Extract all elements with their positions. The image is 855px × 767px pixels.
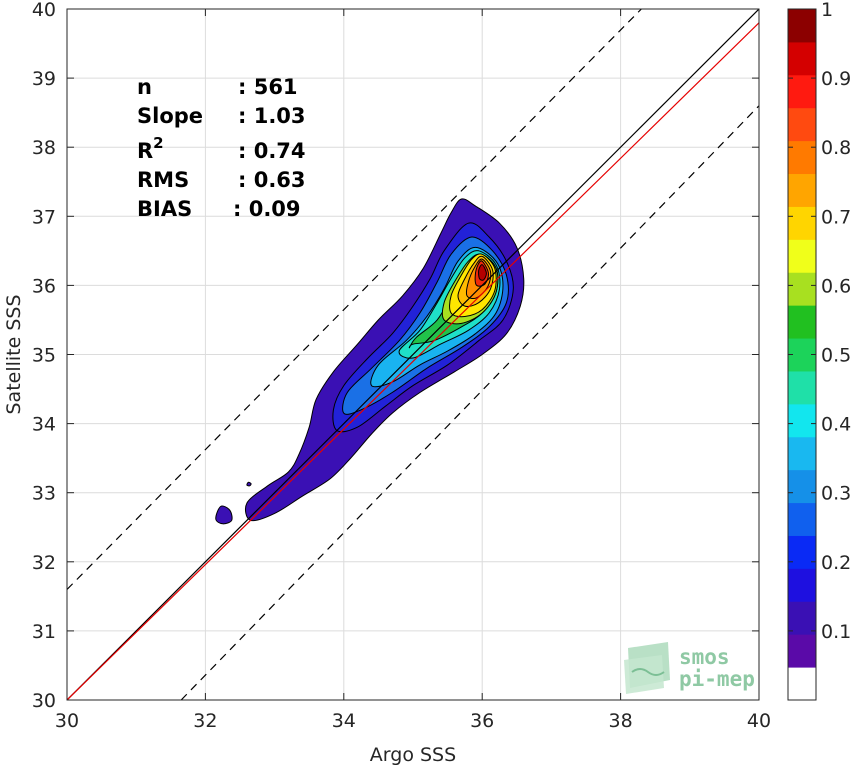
y-tick-label: 38 xyxy=(32,137,56,159)
colorbar-band xyxy=(788,667,816,701)
stat-value-bias: : 0.09 xyxy=(233,197,301,221)
x-tick-label: 34 xyxy=(332,710,356,732)
colorbar-band xyxy=(788,74,816,109)
colorbar-tick-label: 1 xyxy=(821,0,833,21)
colorbar-tick-label: 0.6 xyxy=(821,275,851,297)
y-tick-label: 31 xyxy=(32,621,56,643)
stat-label-n: n xyxy=(137,75,152,99)
density-contours xyxy=(215,198,525,525)
stat-value-slope: : 1.03 xyxy=(238,104,306,128)
colorbar-band xyxy=(788,239,816,273)
x-tick-label: 38 xyxy=(609,710,633,732)
y-tick-label: 32 xyxy=(32,552,56,574)
x-tick-label: 36 xyxy=(470,710,494,732)
stat-label-rms: RMS xyxy=(137,168,189,192)
y-axis-ticks: 30 31 32 33 34 35 36 37 38 39 40 xyxy=(32,0,759,712)
colorbar-band xyxy=(788,9,816,43)
colorbar-tick-label: 0.4 xyxy=(821,414,851,436)
colorbar-tick-label: 0.5 xyxy=(821,345,851,367)
reference-line-1:1 xyxy=(67,9,759,700)
x-axis-ticks: 30 32 34 36 38 40 xyxy=(55,9,771,732)
colorbar-band xyxy=(788,140,816,175)
colorbar-band xyxy=(788,535,816,569)
colorbar-tick-label: 0.9 xyxy=(821,68,851,90)
y-tick-label: 35 xyxy=(32,345,56,367)
colorbar-tick-label: 0.7 xyxy=(821,206,851,228)
grid-lines xyxy=(66,8,760,701)
colorbar-band xyxy=(788,272,816,306)
y-tick-label: 37 xyxy=(32,206,56,228)
y-tick-label: 34 xyxy=(32,414,56,436)
reference-line-lower xyxy=(180,105,759,700)
density-island-1 xyxy=(246,481,252,487)
plot-area: 30 32 34 36 38 40 30 31 32 33 34 35 36 37 38 39 40 xyxy=(32,0,771,732)
stat-value-rms: : 0.63 xyxy=(238,168,306,192)
colorbar: 0.1 0.2 0.3 0.4 0.5 0.6 0.7 0.8 0.9 1 xyxy=(787,0,851,701)
logo-text-line-1: smos xyxy=(679,645,730,669)
y-axis-label: Satellite SSS xyxy=(3,294,25,414)
x-tick-label: 32 xyxy=(193,710,217,732)
colorbar-band xyxy=(788,206,816,240)
y-tick-label: 39 xyxy=(32,68,56,90)
stat-label-superscript: 2 xyxy=(153,134,163,152)
reference-line-upper xyxy=(67,9,642,590)
logo-layer-front xyxy=(624,655,664,694)
x-axis-label: Argo SSS xyxy=(370,744,456,766)
colorbar-band xyxy=(788,601,816,635)
stat-value-n: : 561 xyxy=(238,75,298,99)
density-contour-1 xyxy=(478,264,487,281)
logo-text-line-2: pi-mep xyxy=(679,667,755,691)
y-tick-label: 40 xyxy=(32,0,56,21)
colorbar-band xyxy=(788,469,816,504)
colorbar-band xyxy=(788,107,816,142)
colorbar-band xyxy=(788,502,816,536)
colorbar-band xyxy=(788,370,816,405)
stat-value-r: : 0.74 xyxy=(238,139,306,163)
colorbar-band xyxy=(788,436,816,471)
stat-label-slope: Slope xyxy=(137,104,203,128)
colorbar-band xyxy=(788,403,816,438)
reference-lines xyxy=(67,9,759,700)
x-tick-label: 40 xyxy=(747,710,771,732)
y-tick-label: 36 xyxy=(32,275,56,297)
stat-label-bias: BIAS xyxy=(137,197,192,221)
logo-wave xyxy=(631,668,665,676)
colorbar-tick-label: 0.1 xyxy=(821,621,851,643)
colorbar-band xyxy=(788,173,816,207)
y-tick-label: 33 xyxy=(32,483,56,505)
colorbar-band xyxy=(788,634,816,668)
colorbar-tick-label: 0.2 xyxy=(821,552,851,574)
x-tick-label: 30 xyxy=(55,710,79,732)
colorbar-tick-label: 0.8 xyxy=(821,137,851,159)
y-tick-label: 30 xyxy=(32,690,56,712)
colorbar-tick-label: 0.3 xyxy=(821,483,851,505)
colorbar-band xyxy=(788,568,816,602)
density-island-0 xyxy=(215,505,233,525)
reference-line-regression xyxy=(67,22,759,700)
colorbar-band xyxy=(788,41,816,76)
colorbar-band xyxy=(788,305,816,339)
